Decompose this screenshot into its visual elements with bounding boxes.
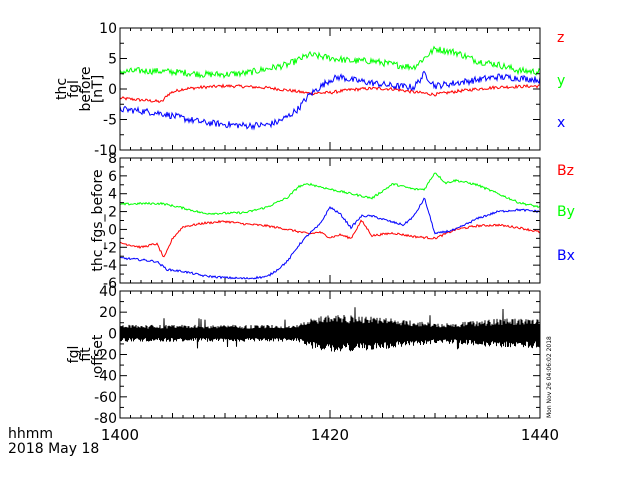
x-tick-label: 1420	[311, 426, 349, 444]
panel-thc_fgs_before: 8 6 4 20 -2 -4 -6 thc_fgs_before Bz By Bx	[90, 151, 575, 292]
legend-label-y: y	[557, 73, 565, 89]
panel-frame	[119, 290, 541, 419]
y-axis-label: [nT]	[90, 75, 106, 103]
series-offset	[119, 307, 541, 352]
y-tick-label: 2	[108, 205, 117, 221]
y-tick-label: -10	[94, 143, 117, 159]
series-by	[119, 172, 541, 216]
y-tick-label: 0	[108, 82, 117, 98]
x-tick-label: 1440	[521, 426, 559, 444]
y-tick-label: 0	[108, 326, 117, 342]
y-tick-label: 6	[108, 169, 117, 185]
y-tick-label: 0	[108, 222, 117, 238]
y-tick-label: -40	[94, 369, 117, 385]
series-x	[119, 70, 541, 131]
y-axis-label: before	[78, 66, 94, 111]
y-tick-label: -5	[103, 113, 117, 129]
y-tick-label: -2	[103, 240, 117, 256]
y-tick-label: -60	[94, 390, 117, 406]
y-axis-label: fit	[78, 347, 94, 362]
y-axis-label: thc_fgs_before	[90, 169, 106, 271]
series-z	[119, 83, 541, 104]
y-tick-label: -80	[94, 411, 117, 427]
y-axis-label: thc	[54, 78, 70, 100]
legend-label-bx: Bx	[557, 248, 575, 264]
y-tick-label: 4	[108, 187, 117, 203]
y-tick-label: 20	[99, 305, 117, 321]
panels: 1050-5-10thcfglbefore[nT]zyx86420-2-4-6t…	[54, 21, 575, 427]
y-tick-label: 10	[99, 21, 117, 37]
y-tick-label: 5	[108, 52, 117, 68]
x-tick-label: 1400	[101, 426, 139, 444]
legend-label-x: x	[557, 115, 565, 131]
y-tick-label: 40	[99, 284, 117, 300]
y-tick-label: -20	[94, 348, 117, 364]
y-tick-label: -4	[103, 258, 117, 274]
x-axis-label-date: 2018 May 18	[8, 441, 99, 457]
y-tick-label: 8	[108, 151, 117, 167]
x-axis: 1400 1420 1440 hhmm 2018 May 18	[8, 426, 559, 457]
y-axis-label: offset	[90, 334, 106, 374]
legend-label-by: By	[557, 204, 575, 220]
y-axis-label: fgl	[66, 346, 82, 364]
legend-label-bz: Bz	[557, 163, 574, 179]
panel-frame	[119, 157, 541, 284]
x-axis-label-hhmm: hhmm	[8, 426, 53, 442]
timestamp-annotation: Mon Nov 26 04:06:02 2018	[546, 336, 553, 418]
legend-label-z: z	[557, 30, 564, 46]
series-y	[119, 45, 541, 79]
series-bz	[119, 219, 541, 258]
y-tick-label: -6	[103, 276, 117, 292]
series-bx	[119, 197, 541, 280]
y-axis-label: fgl	[66, 80, 82, 98]
